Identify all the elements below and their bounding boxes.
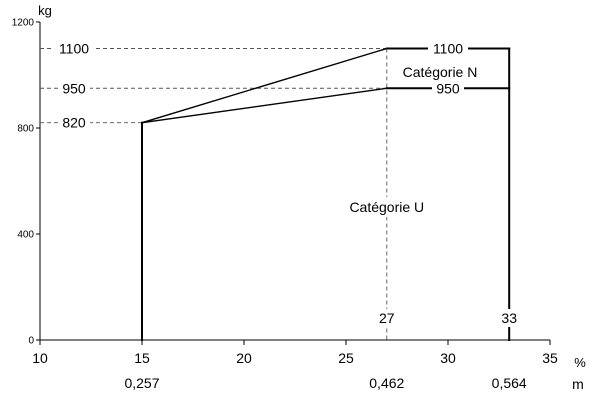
chart-series (141, 47, 511, 341)
label-bg (342, 197, 431, 217)
reference-label-820: 820 (62, 115, 86, 131)
plateau-label-950: 950 (436, 80, 460, 96)
label-bg (428, 40, 468, 57)
x-tick-label: 10 (32, 350, 48, 366)
marker-label-33: 33 (501, 310, 517, 326)
y-axis-label: kg (38, 3, 52, 18)
category-n-label: Catégorie N (403, 64, 478, 80)
m-unit-label: m (572, 376, 584, 392)
label-bg (374, 309, 399, 327)
x-unit-label: % (574, 355, 586, 370)
y-tick-label: 800 (17, 124, 34, 135)
y-tick-label: 400 (17, 230, 34, 241)
reference-label-950: 950 (62, 80, 86, 96)
guide-lines (40, 48, 388, 340)
m-axis-label: 0,462 (369, 375, 404, 391)
x-tick-label: 20 (236, 350, 252, 366)
label-bg (497, 309, 522, 327)
series-1-segment (141, 47, 388, 124)
axes (36, 21, 551, 345)
y-tick-label: 1200 (12, 18, 35, 29)
reference-label-1100: 1100 (59, 41, 89, 57)
marker-label-27: 27 (379, 310, 395, 326)
label-bg (58, 80, 90, 97)
category-u-label: Catégorie U (349, 199, 424, 215)
label-bg (54, 40, 94, 57)
series-2-segment (141, 87, 388, 124)
m-axis-label: 0,257 (124, 375, 159, 391)
x-tick-label: 15 (134, 350, 150, 366)
label-bg (432, 80, 464, 97)
plateau-label-1100: 1100 (433, 41, 463, 57)
m-axis-label: 0,564 (492, 375, 527, 391)
x-tick-label: 25 (338, 350, 354, 366)
label-bg (58, 114, 90, 131)
x-tick-label: 30 (440, 350, 456, 366)
x-tick-label: 35 (542, 350, 558, 366)
y-tick-label: 0 (28, 336, 34, 347)
